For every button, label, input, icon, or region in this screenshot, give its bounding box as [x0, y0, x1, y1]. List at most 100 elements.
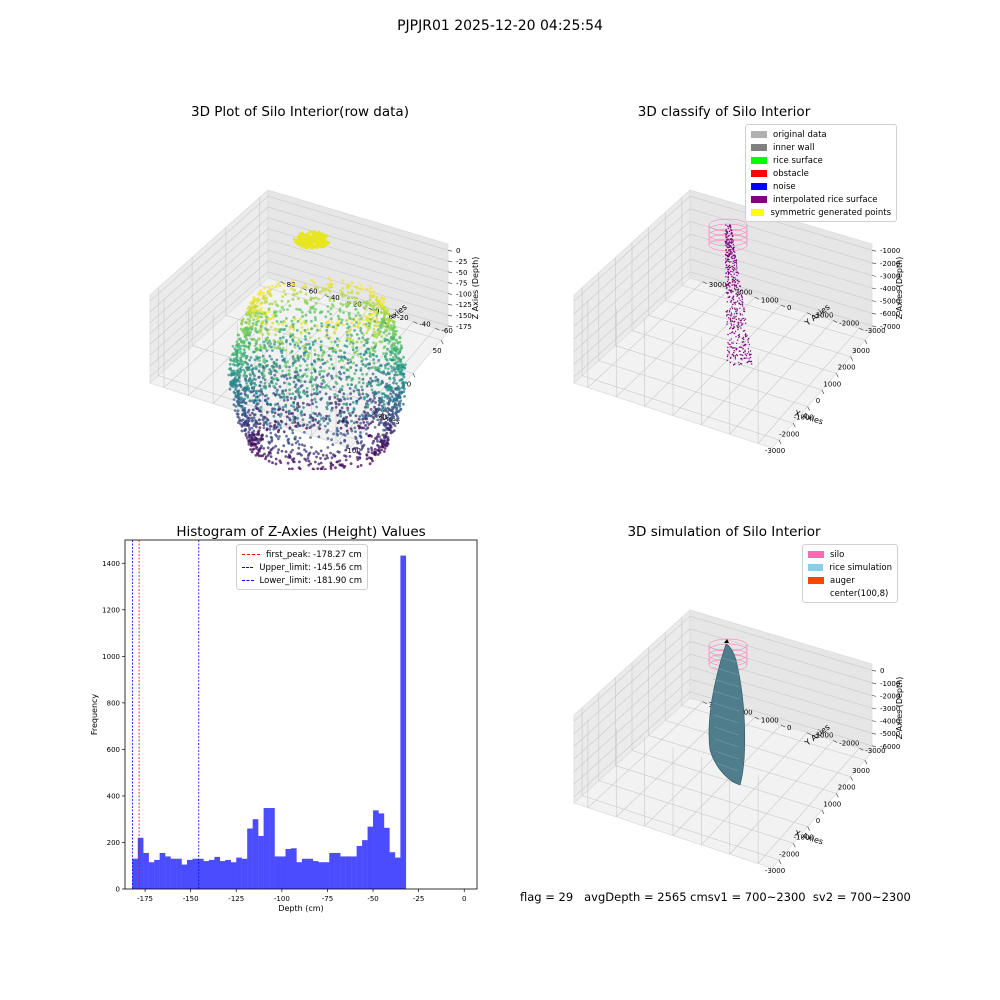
raw-point	[243, 388, 247, 392]
classify-point	[725, 258, 727, 260]
raw-point	[310, 245, 314, 249]
raw-point	[265, 296, 268, 300]
histogram-bar	[367, 826, 374, 889]
histogram-bar	[383, 827, 390, 889]
raw-plot-title: 3D Plot of Silo Interior(row data)	[191, 104, 409, 120]
raw-point	[281, 369, 284, 373]
raw-point	[245, 338, 249, 341]
raw-point	[386, 401, 390, 405]
classify-point	[737, 326, 739, 328]
raw-point	[367, 450, 370, 454]
raw-point	[308, 451, 312, 455]
raw-point	[292, 401, 296, 405]
raw-point	[238, 373, 242, 377]
raw-point	[338, 339, 341, 343]
sim-y-tick	[754, 716, 760, 720]
raw-point	[382, 300, 386, 303]
classify-point	[735, 269, 737, 271]
raw-point	[303, 242, 307, 246]
raw-point	[246, 423, 250, 427]
raw-point	[362, 344, 366, 347]
raw-point	[339, 432, 343, 435]
raw-point	[376, 443, 379, 447]
raw-point	[312, 452, 316, 455]
raw-point	[303, 444, 306, 448]
classify-point	[730, 233, 732, 235]
classify-point	[735, 311, 737, 313]
raw-point	[339, 398, 342, 401]
classify-point	[727, 235, 729, 238]
raw-point	[385, 334, 388, 337]
raw-point	[234, 384, 238, 387]
classify-point	[728, 264, 731, 267]
raw-point	[400, 378, 404, 381]
classify-point	[741, 341, 743, 343]
classify-point	[734, 313, 736, 315]
raw-point	[338, 419, 341, 423]
raw-point	[377, 446, 381, 450]
raw-point	[249, 331, 253, 334]
raw-point	[373, 366, 377, 370]
sim-y-grid	[757, 748, 860, 864]
histogram-bar	[187, 859, 193, 889]
classify-point	[741, 314, 743, 316]
classify-point	[741, 359, 743, 361]
sim-x-tick	[821, 809, 825, 815]
raw-point	[241, 317, 245, 321]
raw-point	[235, 352, 239, 355]
raw-3d-scatter: -100-50050-60-40-200204060800-25-50-75-1…	[149, 189, 480, 470]
raw-z-tick-label: -50	[456, 269, 467, 277]
raw-point	[252, 429, 256, 433]
raw-point	[380, 408, 383, 411]
raw-point	[321, 286, 325, 290]
raw-point	[280, 299, 284, 303]
raw-point	[287, 410, 291, 413]
raw-point	[386, 318, 390, 322]
raw-point	[290, 412, 293, 415]
raw-point	[312, 367, 316, 371]
raw-point	[267, 307, 271, 310]
raw-y-tick	[368, 308, 374, 311]
raw-point	[390, 346, 394, 350]
raw-point	[257, 370, 261, 373]
raw-point	[373, 346, 377, 349]
histogram-chart: -175 -150 -125 -100 -75 -50 -25 002004006008001…	[90, 539, 478, 913]
raw-point	[280, 351, 284, 355]
raw-point	[278, 414, 282, 418]
raw-point	[318, 423, 322, 427]
classify-x-tick-label: -3000	[765, 447, 785, 455]
classify-x-tick	[793, 423, 796, 428]
raw-point	[326, 446, 330, 449]
raw-point	[292, 336, 296, 339]
raw-point	[303, 344, 307, 347]
raw-point	[260, 315, 264, 319]
classify-point	[739, 290, 741, 292]
histogram-bars	[132, 555, 407, 889]
raw-point	[345, 446, 349, 450]
raw-point	[283, 328, 287, 331]
classify-point	[740, 358, 742, 360]
raw-point	[305, 301, 309, 305]
classify-point	[741, 337, 743, 340]
raw-point	[328, 285, 331, 289]
raw-point	[247, 313, 251, 316]
raw-point	[342, 392, 346, 396]
raw-point	[264, 455, 268, 459]
classify-point	[732, 278, 734, 280]
raw-point	[365, 384, 369, 388]
raw-point	[277, 405, 281, 409]
classify-point	[741, 354, 743, 356]
raw-point	[373, 447, 377, 451]
raw-point	[287, 412, 291, 416]
raw-point	[358, 425, 362, 428]
raw-point	[380, 379, 384, 383]
raw-point	[304, 450, 308, 453]
raw-point	[313, 460, 317, 464]
histogram-bar	[170, 858, 177, 889]
raw-point	[371, 391, 375, 395]
sim-z-tick-label: 0	[880, 667, 884, 675]
raw-point	[313, 316, 317, 319]
raw-point	[359, 352, 362, 356]
raw-point	[324, 315, 328, 319]
classify-point	[743, 308, 745, 311]
